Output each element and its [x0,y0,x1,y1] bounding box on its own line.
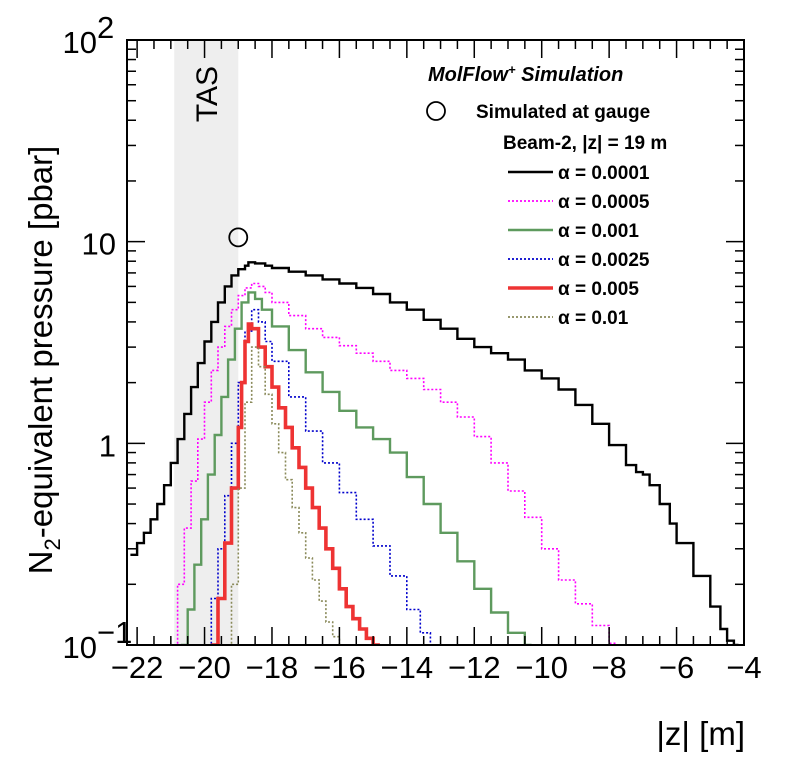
series-line-3 [204,308,438,645]
series-line-0 [130,261,739,645]
legend-label-4: α = 0.005 [558,279,639,300]
x-axis-label: |z| [m] [656,715,745,752]
legend-title-plus: + [508,62,516,77]
series-line-5 [224,346,347,645]
tas-label: TAS [191,66,224,122]
legend-gauge-marker [426,101,446,121]
y-tick-label: 10 [82,227,116,262]
legend-entries: α = 0.0001 α = 0.0005 α = 0.001 α = 0.0025 α… [508,163,650,329]
legend-label-0: α = 0.0001 [558,163,650,184]
legend-title: MolFlow+ Simulation [428,62,623,87]
simulated-at-gauge-marker [228,227,249,248]
plot-frame [126,39,745,646]
legend-label-1: α = 0.0005 [558,192,650,213]
series-layer [130,261,739,645]
y-tick-label: 1 [99,428,116,463]
legend-header: Beam-2, |z| = 19 m [503,133,667,154]
x-tick-label: −8 [591,650,626,685]
legend-gauge-label: Simulated at gauge [476,102,650,123]
x-tick-label: −6 [659,650,694,685]
y-tick-exponent: 2 [97,10,114,45]
series-line-4 [211,322,380,645]
x-tick-label: −20 [178,650,231,685]
x-axis-title: |z| [m] [656,715,745,752]
x-tick-label: −16 [313,650,366,685]
y-tick-exponent: −1 [97,615,132,650]
x-tick-label: −4 [726,650,761,685]
series-line-2 [180,291,532,645]
y-tick-label: 10 [63,25,97,60]
x-tick-label: −18 [246,650,299,685]
legend: MolFlow+ Simulation Simulated at gauge B… [426,62,667,329]
legend-label-5: α = 0.01 [558,308,629,329]
legend-label-3: α = 0.0025 [558,250,650,271]
y-axis-title: N2-equivalent pressure [pbar] [22,146,65,575]
legend-label-2: α = 0.001 [558,221,639,242]
series-line-1 [170,282,616,645]
x-tick-label: −22 [111,650,164,685]
x-tick-label: −10 [515,650,568,685]
y-axis-label: N2-equivalent pressure [pbar] [22,146,65,575]
x-tick-label: −12 [448,650,501,685]
y-tick-label: 10 [63,630,97,665]
ticks-layer [127,40,745,646]
x-tick-label: −14 [381,650,434,685]
